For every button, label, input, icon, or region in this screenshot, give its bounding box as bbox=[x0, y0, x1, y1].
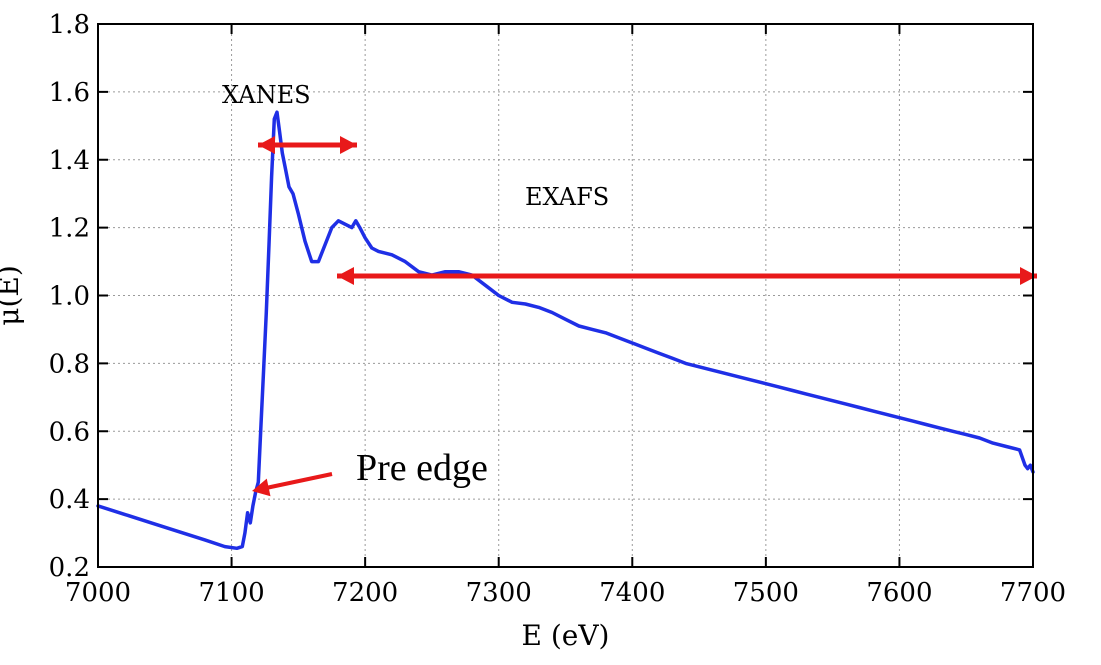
arrow-head bbox=[340, 136, 357, 154]
arrow-head bbox=[252, 478, 271, 497]
x-axis-label: E (eV) bbox=[522, 619, 610, 652]
annotation-pre-edge: Pre edge bbox=[356, 447, 488, 489]
y-tick-label: 1.6 bbox=[49, 78, 90, 108]
pre-edge-arrow bbox=[265, 472, 333, 490]
y-tick-label: 1.8 bbox=[49, 10, 90, 40]
annotation-xanes: XANES bbox=[222, 81, 311, 109]
y-tick-label: 1.4 bbox=[49, 146, 90, 176]
arrow-head bbox=[258, 136, 275, 154]
arrow-head bbox=[337, 267, 354, 285]
x-tick-label: 7000 bbox=[65, 578, 131, 608]
spectrum-line bbox=[96, 110, 1035, 551]
axis-ticks bbox=[97, 23, 1034, 568]
x-tick-label: 7400 bbox=[599, 578, 665, 608]
x-tick-label: 7600 bbox=[866, 578, 932, 608]
series-layer bbox=[96, 110, 1035, 551]
x-tick-label: 7100 bbox=[198, 578, 264, 608]
x-tick-labels: 7000 7100 7200 7300 7400 7500 7600 7700 bbox=[65, 578, 1066, 608]
y-axis-label: μ(E) bbox=[0, 265, 25, 325]
y-tick-label: 1.2 bbox=[49, 214, 90, 244]
arrow-head bbox=[1020, 267, 1037, 285]
x-tick-label: 7300 bbox=[466, 578, 532, 608]
y-tick-labels: 0.2 0.4 0.6 0.8 1.0 1.2 1.4 1.6 1.8 bbox=[49, 10, 90, 583]
y-tick-label: 1.0 bbox=[49, 282, 90, 312]
x-tick-label: 7200 bbox=[332, 578, 398, 608]
x-tick-label: 7500 bbox=[733, 578, 799, 608]
annotation-arrows bbox=[252, 136, 1037, 497]
y-tick-label: 0.2 bbox=[49, 553, 90, 583]
y-tick-label: 0.8 bbox=[49, 349, 90, 379]
y-tick-label: 0.6 bbox=[49, 417, 90, 447]
annotation-exafs: EXAFS bbox=[525, 183, 609, 211]
y-tick-label: 0.4 bbox=[49, 485, 90, 515]
x-tick-label: 7700 bbox=[1000, 578, 1066, 608]
